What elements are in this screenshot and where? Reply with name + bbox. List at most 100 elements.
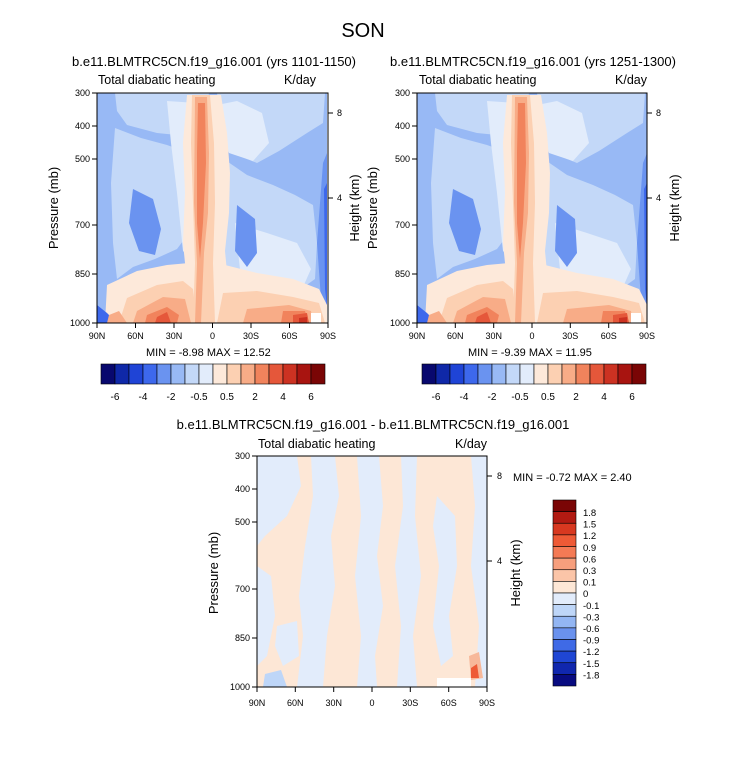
colorbar-swatch xyxy=(552,534,577,547)
colorbar-swatch xyxy=(296,363,312,385)
colorbar-swatch xyxy=(142,363,158,385)
panel-left-yaxis: 300 400 500 700 850 1000 Pressure (mb) xyxy=(46,88,97,328)
colorbar-label: 0.3 xyxy=(583,566,596,577)
panel-diff-colorbar: 1.8 1.5 1.2 0.9 0.6 0.3 0.1 0 -0.1 -0.3 … xyxy=(552,499,599,687)
colorbar-label: -4 xyxy=(460,392,469,403)
colorbar-label: -0.5 xyxy=(190,392,208,403)
panel-right: b.e11.BLMTRC5CN.f19_g16.001 (yrs 1251-13… xyxy=(365,54,682,403)
colorbar-label: 1.2 xyxy=(583,531,596,542)
height-tick-label: 4 xyxy=(656,193,661,203)
panel-left-units: K/day xyxy=(284,73,317,87)
panel-diff-subtitle: Total diabatic heating xyxy=(258,437,375,451)
colorbar-label: -0.6 xyxy=(583,624,599,635)
colorbar-swatch xyxy=(254,363,270,385)
y-tick-label: 500 xyxy=(235,517,250,527)
y-tick-label: 850 xyxy=(235,633,250,643)
colorbar-label: 0.5 xyxy=(541,392,555,403)
colorbar-swatch xyxy=(631,363,647,385)
colorbar-label: 0.9 xyxy=(583,543,596,554)
colorbar-swatch xyxy=(552,511,577,524)
colorbar-label: 0.5 xyxy=(220,392,234,403)
colorbar-label: 4 xyxy=(601,392,607,403)
panel-diff: b.e11.BLMTRC5CN.f19_g16.001 - b.e11.BLMT… xyxy=(177,417,632,708)
colorbar-swatch xyxy=(226,363,242,385)
panel-right-ylabel: Pressure (mb) xyxy=(365,167,380,249)
colorbar-swatch xyxy=(421,363,437,385)
colorbar-label: -6 xyxy=(111,392,120,403)
colorbar-label: 6 xyxy=(308,392,314,403)
panel-left-ylabel: Pressure (mb) xyxy=(46,167,61,249)
panel-left-ylabel-right: Height (km) xyxy=(347,174,362,241)
x-tick-label: 30S xyxy=(243,331,259,341)
height-tick-label: 4 xyxy=(337,193,342,203)
y-tick-label: 400 xyxy=(235,484,250,494)
panel-right-yaxis-right: 8 4 Height (km) xyxy=(647,108,682,242)
panel-diff-xaxis: 90N 60N 30N 0 30S 60S 90S xyxy=(249,687,495,708)
page-title: SON xyxy=(341,20,384,42)
colorbar-swatch xyxy=(198,363,214,385)
panel-diff-units: K/day xyxy=(455,437,488,451)
x-tick-label: 0 xyxy=(210,331,215,341)
height-tick-label: 8 xyxy=(656,108,661,118)
colorbar-swatch xyxy=(547,363,563,385)
colorbar-label: -2 xyxy=(167,392,176,403)
colorbar-swatch xyxy=(552,569,577,582)
panel-right-subtitle: Total diabatic heating xyxy=(419,73,536,87)
y-tick-label: 300 xyxy=(75,88,90,98)
panel-diff-title: b.e11.BLMTRC5CN.f19_g16.001 - b.e11.BLMT… xyxy=(177,417,570,432)
y-tick-label: 500 xyxy=(75,154,90,164)
panel-right-yaxis: 300 400 500 700 850 1000 Pressure (mb) xyxy=(365,88,417,328)
x-tick-label: 60N xyxy=(127,331,144,341)
x-tick-label: 30N xyxy=(325,698,342,708)
panel-left: b.e11.BLMTRC5CN.f19_g16.001 (yrs 1101-11… xyxy=(46,54,362,403)
colorbar-label: 2 xyxy=(252,392,258,403)
colorbar-swatch xyxy=(552,662,577,675)
colorbar-label: -6 xyxy=(432,392,441,403)
colorbar-swatch xyxy=(170,363,186,385)
y-tick-label: 700 xyxy=(75,220,90,230)
colorbar-swatch xyxy=(184,363,200,385)
colorbar-swatch xyxy=(552,546,577,559)
panel-diff-minmax: MIN = -0.72 MAX = 2.40 xyxy=(513,472,632,484)
colorbar-label: -1.5 xyxy=(583,659,599,670)
y-tick-label: 500 xyxy=(395,154,410,164)
panel-right-units: K/day xyxy=(615,73,648,87)
colorbar-swatch xyxy=(310,363,326,385)
x-tick-label: 30N xyxy=(485,331,502,341)
y-tick-label: 1000 xyxy=(70,318,90,328)
colorbar-label: 0.1 xyxy=(583,578,596,589)
height-tick-label: 8 xyxy=(337,108,342,118)
x-tick-label: 30S xyxy=(562,331,578,341)
panel-left-subtitle: Total diabatic heating xyxy=(98,73,215,87)
colorbar-swatch xyxy=(617,363,633,385)
colorbar-swatch xyxy=(552,615,577,629)
colorbar-label: 4 xyxy=(280,392,286,403)
colorbar-label: -0.3 xyxy=(583,612,599,623)
x-tick-label: 90S xyxy=(479,698,495,708)
panel-right-colorbar: -6 -4 -2 -0.5 0.5 2 4 6 xyxy=(421,363,647,403)
colorbar-swatch xyxy=(575,363,591,385)
colorbar-label: -4 xyxy=(139,392,148,403)
colorbar-swatch xyxy=(114,363,130,385)
colorbar-swatch xyxy=(463,363,479,385)
colorbar-swatch xyxy=(240,363,256,385)
colorbar-swatch xyxy=(552,674,577,687)
x-tick-label: 90S xyxy=(320,331,336,341)
colorbar-label: 2 xyxy=(573,392,579,403)
y-tick-label: 700 xyxy=(235,584,250,594)
y-tick-label: 850 xyxy=(395,269,410,279)
colorbar-swatch xyxy=(268,363,284,385)
colorbar-swatch xyxy=(505,363,521,385)
colorbar-swatch xyxy=(552,650,577,664)
panel-diff-field xyxy=(257,456,487,687)
panel-left-minmax: MIN = -8.98 MAX = 12.52 xyxy=(146,347,271,359)
colorbar-label: -0.1 xyxy=(583,601,599,612)
y-tick-label: 700 xyxy=(395,220,410,230)
panel-right-ylabel-right: Height (km) xyxy=(667,174,682,241)
colorbar-label: -0.9 xyxy=(583,636,599,647)
x-tick-label: 60N xyxy=(287,698,304,708)
panel-left-title: b.e11.BLMTRC5CN.f19_g16.001 (yrs 1101-11… xyxy=(72,54,356,69)
colorbar-swatch xyxy=(533,363,549,385)
colorbar-swatch xyxy=(561,363,577,385)
